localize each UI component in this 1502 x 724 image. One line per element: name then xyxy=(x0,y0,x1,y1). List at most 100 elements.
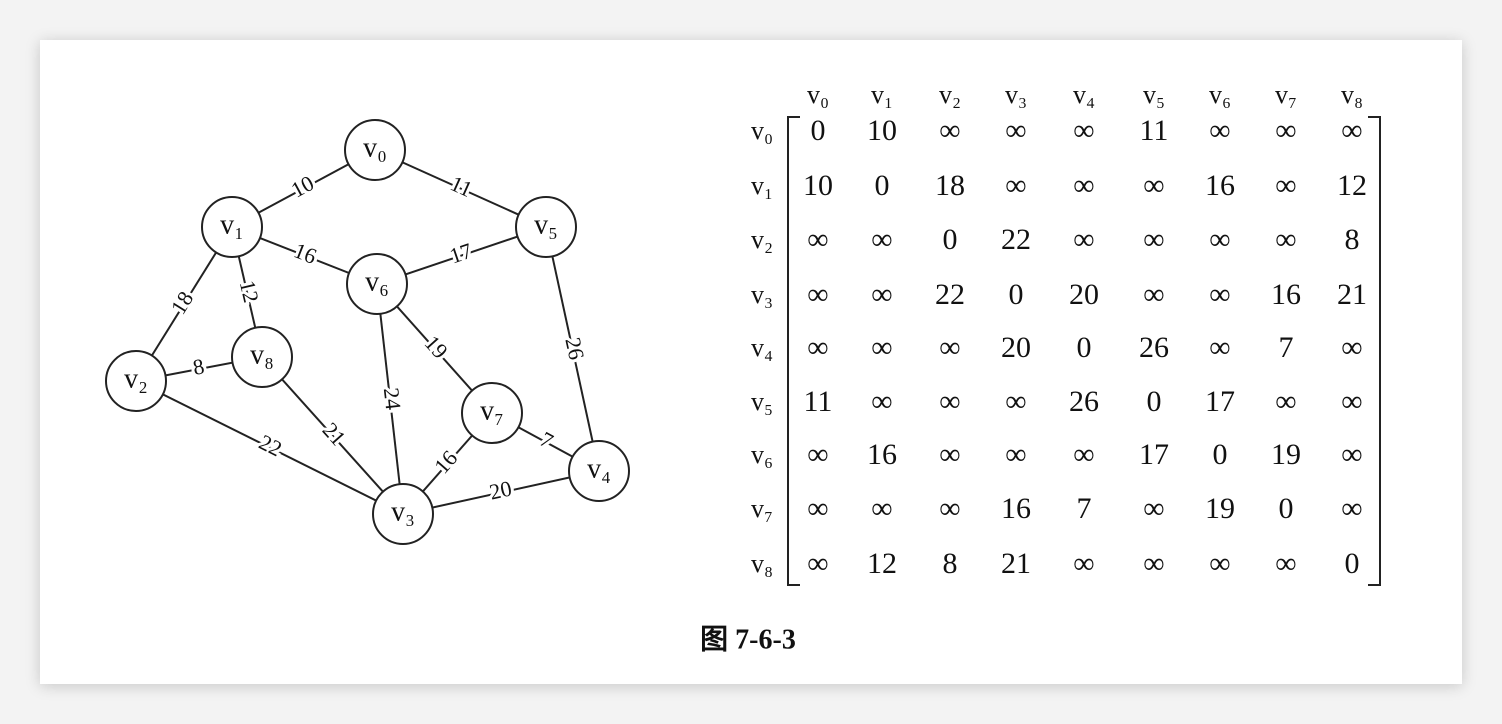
matrix-cell: 18 xyxy=(935,169,965,202)
matrix-cell: 12 xyxy=(867,547,897,580)
row-header: v₇ xyxy=(751,494,773,523)
node-label: v₈ xyxy=(250,339,274,370)
matrix-cell: ∞ xyxy=(1143,547,1164,580)
row-header: v₆ xyxy=(751,440,773,469)
matrix-cell: ∞ xyxy=(807,223,828,256)
matrix-cell: ∞ xyxy=(1209,278,1230,311)
column-header: v₅ xyxy=(1143,80,1165,109)
matrix-cell: ∞ xyxy=(1143,169,1164,202)
matrix-cell: 0 xyxy=(1009,278,1024,311)
matrix-cell: ∞ xyxy=(939,385,960,418)
matrix-cell: 0 xyxy=(811,114,826,147)
row-header: v₃ xyxy=(751,280,773,309)
matrix-cell: 19 xyxy=(1271,438,1301,471)
matrix-cell: 21 xyxy=(1337,278,1367,311)
edge-weight: 8 xyxy=(191,353,206,380)
matrix-cell: ∞ xyxy=(871,331,892,364)
matrix-cell: ∞ xyxy=(1005,114,1026,147)
matrix-cell: 8 xyxy=(943,547,958,580)
matrix-cell: 0 xyxy=(1345,547,1360,580)
row-header: v₂ xyxy=(751,225,773,254)
matrix-cell: ∞ xyxy=(807,547,828,580)
edge-weight: 19 xyxy=(420,330,453,363)
right-bracket xyxy=(1368,116,1381,586)
node xyxy=(344,119,406,181)
matrix-cell: ∞ xyxy=(1073,223,1094,256)
matrix-cell: ∞ xyxy=(1073,114,1094,147)
matrix-cell: ∞ xyxy=(1341,385,1362,418)
node-label: v₆ xyxy=(365,266,389,297)
matrix-cell: ∞ xyxy=(1005,169,1026,202)
edge-weight: 7 xyxy=(536,426,558,453)
edge-weight: 26 xyxy=(560,335,589,362)
matrix-cell: 22 xyxy=(1001,223,1031,256)
matrix-cell: ∞ xyxy=(1209,223,1230,256)
matrix-cell: ∞ xyxy=(1275,385,1296,418)
edge-weight: 21 xyxy=(318,417,351,450)
node-label: v₂ xyxy=(124,363,148,394)
column-header: v₆ xyxy=(1209,80,1231,109)
edge-weight: 18 xyxy=(165,287,198,319)
matrix-cell: ∞ xyxy=(1341,438,1362,471)
matrix-cell: 7 xyxy=(1077,492,1092,525)
matrix-cell: ∞ xyxy=(807,278,828,311)
node xyxy=(372,483,434,545)
edge xyxy=(402,470,600,515)
matrix-cell: 0 xyxy=(1279,492,1294,525)
matrix-cell: 0 xyxy=(1077,331,1092,364)
matrix-cell: 16 xyxy=(867,438,897,471)
node xyxy=(568,440,630,502)
node xyxy=(231,326,293,388)
matrix-cell: 22 xyxy=(935,278,965,311)
edge-weight: 10 xyxy=(287,170,318,202)
matrix-cell: ∞ xyxy=(939,492,960,525)
edge xyxy=(376,283,404,515)
matrix-cell: ∞ xyxy=(1073,547,1094,580)
matrix-cell: ∞ xyxy=(1275,223,1296,256)
matrix-cell: ∞ xyxy=(1209,547,1230,580)
edge xyxy=(374,149,547,228)
node xyxy=(201,196,263,258)
matrix-cell: ∞ xyxy=(1005,438,1026,471)
matrix-cell: 10 xyxy=(803,169,833,202)
column-header: v₁ xyxy=(871,80,893,109)
edge-weight: 17 xyxy=(446,238,475,269)
column-header: v₇ xyxy=(1275,80,1297,109)
matrix-cell: ∞ xyxy=(1143,492,1164,525)
matrix-cell: 26 xyxy=(1139,331,1169,364)
matrix-cell: ∞ xyxy=(871,278,892,311)
matrix-cell: ∞ xyxy=(1073,438,1094,471)
matrix-cell: 0 xyxy=(1213,438,1228,471)
matrix-cell: 20 xyxy=(1001,331,1031,364)
matrix-cell: ∞ xyxy=(1005,385,1026,418)
matrix-cell: 11 xyxy=(804,385,833,418)
matrix-cell: ∞ xyxy=(871,385,892,418)
edge-weight: 12 xyxy=(235,278,264,305)
left-bracket xyxy=(787,116,800,586)
row-header: v₀ xyxy=(751,116,773,145)
column-header: v₂ xyxy=(939,80,961,109)
matrix-cell: ∞ xyxy=(807,438,828,471)
column-header: v₃ xyxy=(1005,80,1027,109)
node xyxy=(346,253,408,315)
matrix-cell: 0 xyxy=(943,223,958,256)
matrix-cell: ∞ xyxy=(1341,492,1362,525)
matrix-cell: ∞ xyxy=(1209,114,1230,147)
matrix-cell: 19 xyxy=(1205,492,1235,525)
node-label: v₁ xyxy=(220,209,244,240)
column-header: v₄ xyxy=(1073,80,1095,109)
matrix-cell: 8 xyxy=(1345,223,1360,256)
matrix-cell: ∞ xyxy=(871,223,892,256)
matrix-cell: 26 xyxy=(1069,385,1099,418)
matrix-cell: ∞ xyxy=(939,114,960,147)
row-header: v₄ xyxy=(751,333,773,362)
matrix-cell: 16 xyxy=(1205,169,1235,202)
matrix-cell: ∞ xyxy=(1341,114,1362,147)
edge-weight: 11 xyxy=(447,171,477,202)
row-header: v₅ xyxy=(751,387,773,416)
matrix-cell: ∞ xyxy=(1143,278,1164,311)
node-label: v₃ xyxy=(391,496,415,527)
edge-weight: 24 xyxy=(379,386,406,411)
